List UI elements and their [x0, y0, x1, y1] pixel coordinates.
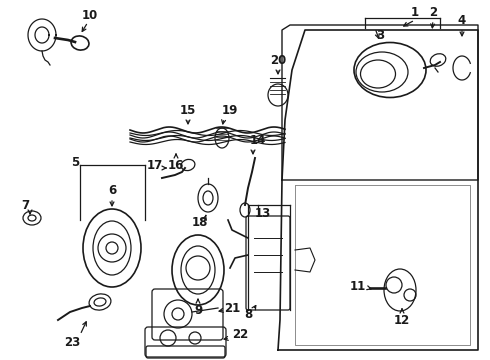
Text: 12: 12 — [394, 314, 410, 327]
Text: 14: 14 — [250, 134, 266, 147]
Text: 20: 20 — [270, 54, 286, 67]
Text: 3: 3 — [376, 28, 384, 41]
Text: 18: 18 — [192, 216, 208, 229]
Text: 2: 2 — [429, 5, 437, 18]
Text: 22: 22 — [232, 328, 248, 342]
Text: 8: 8 — [244, 309, 252, 321]
Text: 7: 7 — [21, 198, 29, 212]
Text: 10: 10 — [82, 9, 98, 22]
Text: 16: 16 — [168, 158, 184, 171]
Text: 15: 15 — [180, 104, 196, 117]
Text: 21: 21 — [224, 302, 240, 315]
Text: 5: 5 — [71, 156, 79, 168]
Text: 13: 13 — [255, 207, 271, 220]
Text: 6: 6 — [108, 184, 116, 197]
Text: 19: 19 — [222, 104, 238, 117]
Text: 23: 23 — [64, 336, 80, 348]
Text: 11: 11 — [350, 279, 366, 292]
Text: 4: 4 — [458, 14, 466, 27]
Text: 17: 17 — [147, 158, 163, 171]
Text: 1: 1 — [411, 5, 419, 18]
Text: 9: 9 — [194, 303, 202, 316]
